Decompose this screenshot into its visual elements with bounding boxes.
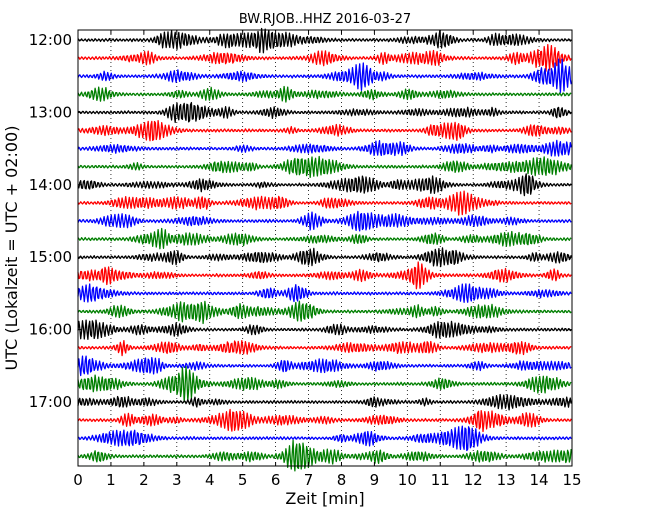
x-tick-label: 6: [271, 471, 281, 489]
y-tick-label: 12:00: [29, 31, 72, 49]
trace-line: [77, 300, 572, 325]
trace-line: [77, 366, 572, 403]
trace-line: [77, 227, 572, 250]
x-tick-label: 10: [398, 471, 417, 489]
x-tick-label: 11: [431, 471, 450, 489]
y-axis-label: UTC (Lokalzeit = UTC + 02:00): [2, 126, 21, 371]
x-tick-label: 12: [464, 471, 483, 489]
y-tick-label: 17:00: [29, 393, 72, 411]
trace-line: [77, 155, 572, 178]
trace-line: [77, 43, 572, 72]
x-tick-label: 3: [172, 471, 182, 489]
y-tick-label: 16:00: [29, 321, 72, 339]
y-tick-label: 14:00: [29, 176, 72, 194]
trace-line: [77, 173, 572, 197]
y-tick-label: 15:00: [29, 248, 72, 266]
trace-line: [77, 27, 572, 54]
trace-line: [77, 101, 572, 124]
trace-line: [77, 261, 572, 290]
x-tick-label: 2: [139, 471, 149, 489]
trace-line: [77, 190, 572, 216]
trace-line: [77, 393, 572, 411]
seismogram-traces: [77, 27, 572, 472]
trace-line: [77, 340, 572, 357]
plot-frame: [77, 29, 573, 467]
x-axis-ticks: 0 1 2 3 4 5 6 7 8 9 10 11 12 13 14 15: [73, 30, 582, 489]
trace-line: [77, 319, 572, 340]
trace-line: [77, 439, 572, 472]
trace-line: [77, 355, 572, 377]
trace-line: [77, 408, 572, 433]
x-tick-label: 8: [337, 471, 347, 489]
trace-line: [77, 139, 572, 157]
x-tick-label: 0: [73, 471, 83, 489]
trace-line: [77, 283, 572, 303]
chart-title: BW.RJOB..HHZ 2016-03-27: [239, 12, 411, 27]
y-tick-label: 13:00: [29, 103, 72, 121]
x-axis-label: Zeit [min]: [285, 489, 364, 508]
trace-line: [77, 85, 572, 103]
trace-line: [77, 119, 572, 142]
x-tick-label: 7: [304, 471, 314, 489]
x-tick-label: 13: [497, 471, 516, 489]
x-tick-label: 1: [106, 471, 116, 489]
trace-line: [77, 58, 572, 93]
x-tick-label: 4: [205, 471, 215, 489]
trace-line: [77, 247, 572, 268]
trace-line: [78, 425, 572, 452]
x-tick-label: 15: [562, 471, 581, 489]
y-axis-ticks: 12:00 13:00 14:00 15:00 16:00 17:00: [29, 31, 572, 411]
trace-line: [77, 210, 572, 232]
x-tick-label: 9: [370, 471, 380, 489]
x-tick-label: 14: [530, 471, 549, 489]
x-tick-label: 5: [238, 471, 248, 489]
